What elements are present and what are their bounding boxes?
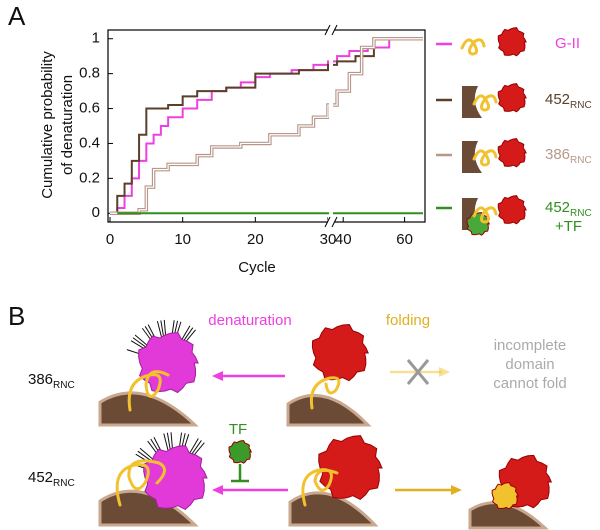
axis-break xyxy=(324,216,338,228)
legend-name: 452 xyxy=(545,91,570,108)
y-tick-label: 0.2 xyxy=(79,169,100,186)
x-tick-label: 40 xyxy=(335,231,352,248)
protein xyxy=(491,482,519,510)
legend-sub: RNC xyxy=(570,100,592,111)
blocked-mark xyxy=(406,359,430,385)
protein xyxy=(138,332,199,394)
chain xyxy=(309,376,341,410)
panel-label: B xyxy=(8,301,25,331)
ribosome xyxy=(462,141,482,173)
row-label: 452RNC xyxy=(28,469,75,489)
x-tick-label: 20 xyxy=(247,231,264,248)
chain xyxy=(460,38,486,56)
protein xyxy=(497,138,527,168)
x-tick-label: 60 xyxy=(396,231,413,248)
legend-sub: RNC xyxy=(570,208,592,219)
chain xyxy=(301,468,339,507)
ribosome xyxy=(462,86,482,118)
chain xyxy=(115,459,166,507)
legend-name: G-II xyxy=(555,35,580,52)
panel-label: A xyxy=(8,1,26,31)
protein xyxy=(311,323,369,382)
tf-label: TF xyxy=(229,421,247,438)
x-tick-label: 0 xyxy=(106,231,114,248)
axis-break xyxy=(328,24,334,36)
chain xyxy=(472,206,498,224)
x-tick-label: 30 xyxy=(320,231,337,248)
protein xyxy=(228,440,253,464)
x-tick-label: 10 xyxy=(174,231,191,248)
legend-label: 452RNC xyxy=(545,91,592,111)
chain xyxy=(472,149,498,167)
series-line-core xyxy=(110,38,423,214)
legend-sub: RNC xyxy=(570,155,592,166)
arrow-head xyxy=(212,485,223,495)
y-tick-label: 0.8 xyxy=(79,65,100,82)
axis-break xyxy=(324,24,338,36)
arrow-head xyxy=(439,367,450,377)
blocked-label: cannot fold xyxy=(493,375,566,392)
ribosome xyxy=(98,489,199,527)
ribosome xyxy=(98,391,199,427)
legend-label: 452RNC xyxy=(545,199,592,219)
ribosome xyxy=(286,394,372,427)
protein xyxy=(497,83,527,113)
plot-frame xyxy=(107,29,426,223)
y-tick-label: 0.6 xyxy=(79,100,100,117)
protein xyxy=(497,195,527,225)
folding-label: folding xyxy=(386,312,430,329)
y-tick-label: 0 xyxy=(92,204,100,221)
legend-extra: +TF xyxy=(555,218,582,235)
series-line xyxy=(110,36,423,216)
decorations xyxy=(98,27,553,530)
axis-break xyxy=(328,216,334,228)
row-label: 386RNC xyxy=(28,371,75,391)
legend-name: 452 xyxy=(545,199,570,216)
y-axis-label: Cumulative probability xyxy=(39,51,56,199)
y-tick-label: 1 xyxy=(92,30,100,47)
protein xyxy=(318,435,383,500)
arrow-head xyxy=(212,371,223,381)
blocked-label: domain xyxy=(505,356,554,373)
denaturation-label: denaturation xyxy=(208,312,291,329)
legend-name: 386 xyxy=(545,146,570,163)
series-line xyxy=(110,37,423,215)
legend-label: G-II xyxy=(555,35,580,52)
protein xyxy=(497,27,527,57)
blocked-label: incomplete xyxy=(494,337,567,354)
series-line xyxy=(110,37,423,215)
legend-label: 386RNC xyxy=(545,146,592,166)
protein xyxy=(466,212,491,236)
chain xyxy=(127,370,170,412)
y-axis-label: of denaturation xyxy=(59,75,76,175)
x-axis-label: Cycle xyxy=(238,259,276,276)
y-tick-label: 0.4 xyxy=(79,134,100,151)
arrow-head xyxy=(451,485,462,495)
chain xyxy=(472,94,498,112)
ribosome xyxy=(288,491,379,527)
